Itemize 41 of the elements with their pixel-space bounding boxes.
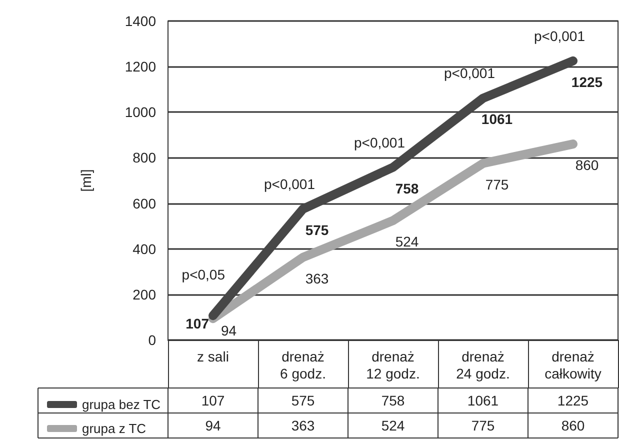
data-label: 1061 [467, 392, 499, 408]
data-label: 758 [381, 392, 405, 408]
y-tick-label: 600 [132, 195, 156, 212]
x-tick-label: z sali [197, 348, 229, 364]
annotation: p<0,001 [264, 176, 316, 192]
legend-label: grupa bez TC [82, 397, 161, 412]
x-tick-label: drenaż 12 godz. [366, 348, 420, 382]
annotation: p<0,05 [182, 266, 226, 283]
text: 1225 [571, 74, 603, 90]
text: 758 [395, 180, 419, 196]
x-tick-label: drenaż 24 godz. [456, 348, 510, 382]
annotation: p<0,001 [354, 134, 406, 150]
data-label: 575 [291, 392, 315, 408]
annotation: p<0,001 [534, 28, 586, 44]
text: 775 [485, 176, 509, 192]
data-label: 775 [471, 418, 495, 434]
y-tick-label: 200 [132, 286, 156, 302]
text: 107 [186, 316, 209, 332]
data-label: 1225 [557, 392, 589, 408]
data-label: 524 [381, 418, 405, 434]
y-tick-label: 400 [132, 240, 156, 257]
text: 524 [395, 234, 419, 250]
data-label: 363 [291, 418, 315, 434]
legend-label: grupa z TC [82, 421, 146, 436]
text: 860 [575, 157, 599, 174]
data-label: 94 [205, 418, 221, 434]
y-tick-label: 1200 [124, 58, 156, 75]
text: 94 [221, 322, 237, 339]
data-label: 107 [201, 392, 225, 408]
y-axis-title: [ml] [78, 169, 94, 192]
text: 363 [305, 270, 329, 286]
x-tick-label: drenaż 6 godz. [280, 348, 326, 382]
y-tick-label: 0 [148, 332, 156, 348]
text: 575 [305, 222, 329, 238]
x-tick-label: drenaż całkowity [544, 348, 602, 382]
data-label: 860 [561, 418, 585, 434]
text: 1061 [481, 111, 513, 128]
y-tick-label: 1000 [124, 104, 156, 120]
y-tick-label: 1400 [124, 13, 156, 29]
annotation: p<0,001 [444, 65, 496, 82]
y-tick-label: 800 [132, 150, 156, 166]
